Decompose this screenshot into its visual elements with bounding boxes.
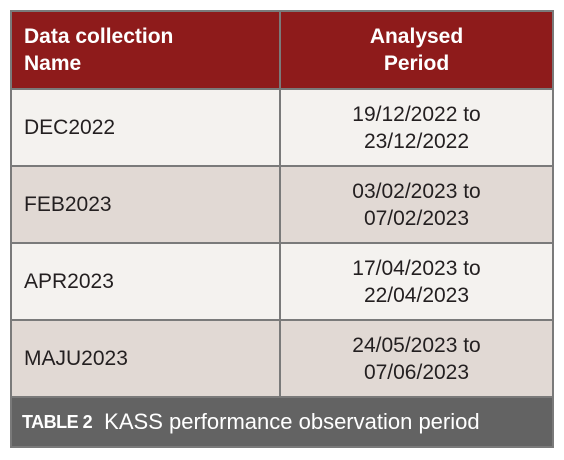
caption-label: TABLE 2	[22, 411, 93, 432]
table-row: MAJU2023 24/05/2023 to 07/06/2023	[12, 321, 552, 396]
table: Data collection Name Analysed Period DEC2022…	[10, 10, 554, 448]
cell-line: MAJU2023	[24, 347, 128, 370]
cell-line: Period	[383, 52, 450, 75]
cell: APR2023	[12, 244, 279, 319]
cell-line: 07/06/2023	[363, 360, 470, 384]
cell-line: 17/04/2023 to	[352, 256, 481, 280]
cell-line: FEB2023	[24, 193, 112, 216]
cell-line: 03/02/2023 to	[352, 179, 481, 203]
cell-line: 24/05/2023 to	[352, 333, 481, 357]
cell-line: DEC2022	[24, 116, 116, 139]
cell: 17/04/2023 to 22/04/2023	[281, 244, 552, 319]
cell-line: Analysed	[369, 25, 464, 48]
table-row: APR2023 17/04/2023 to 22/04/2023	[12, 244, 552, 319]
table-row: DEC2022 19/12/2022 to 23/12/2022	[12, 90, 552, 165]
cell: 24/05/2023 to 07/06/2023	[281, 321, 552, 396]
cell: 03/02/2023 to 07/02/2023	[281, 167, 552, 242]
caption-text: KASS performance observation period	[104, 409, 480, 434]
cell: MAJU2023	[12, 321, 279, 396]
cell: DEC2022	[12, 90, 279, 165]
cell-line: APR2023	[24, 270, 114, 293]
cell-line: 07/02/2023	[363, 206, 470, 230]
table-row: FEB2023 03/02/2023 to 07/02/2023	[12, 167, 552, 242]
cell-line: 23/12/2022	[363, 129, 470, 153]
cell: Data collection Name	[12, 12, 279, 88]
cell: 19/12/2022 to 23/12/2022	[281, 90, 552, 165]
caption: TABLE 2 KASS performance observation per…	[12, 398, 552, 446]
cell-line: Name	[24, 52, 82, 75]
cell-line: 22/04/2023	[363, 283, 470, 307]
cell-line: 19/12/2022 to	[352, 102, 481, 126]
cell: Analysed Period	[281, 12, 552, 88]
cell-line: Data collection	[24, 25, 174, 48]
header-row: Data collection Name Analysed Period	[12, 12, 552, 88]
cell: FEB2023	[12, 167, 279, 242]
